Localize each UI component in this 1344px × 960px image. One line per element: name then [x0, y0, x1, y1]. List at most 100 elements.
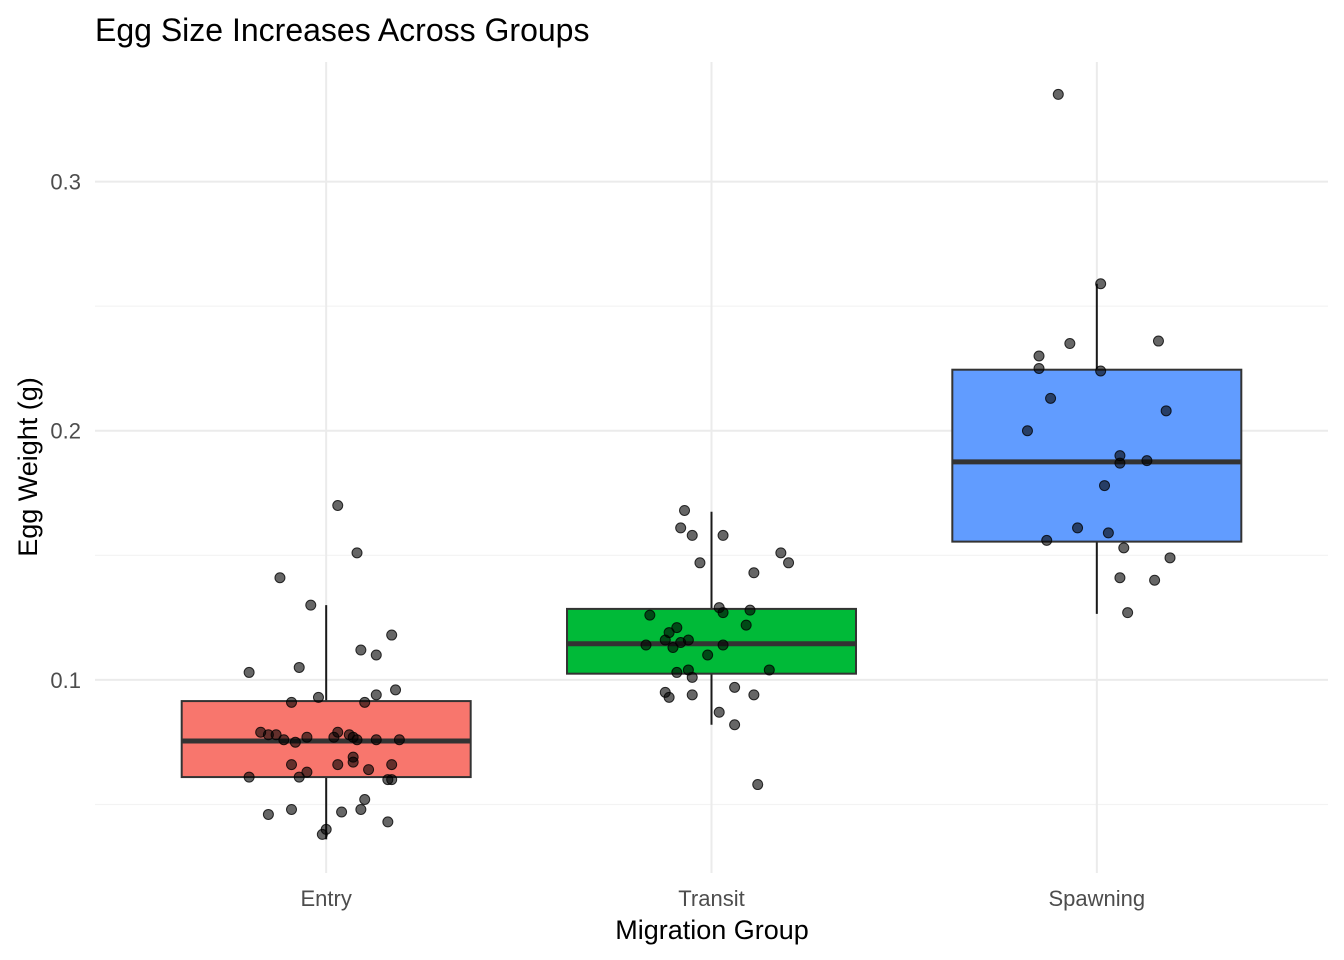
- data-point-transit: [783, 557, 795, 569]
- data-point-entry: [390, 684, 402, 696]
- data-point-transit: [702, 649, 714, 661]
- data-point-transit: [659, 634, 671, 646]
- data-point-spawning: [1102, 527, 1114, 539]
- jitter-points: [243, 88, 1176, 840]
- data-point-spawning: [1118, 542, 1130, 554]
- data-point-entry: [274, 572, 286, 584]
- data-point-transit: [748, 567, 760, 579]
- data-point-spawning: [1095, 365, 1107, 377]
- data-point-transit: [717, 639, 729, 651]
- data-point-transit: [775, 547, 787, 559]
- data-point-transit: [663, 691, 675, 703]
- data-point-entry: [286, 759, 298, 771]
- data-point-entry: [351, 734, 363, 746]
- data-point-spawning: [1095, 278, 1107, 290]
- data-point-spawning: [1033, 362, 1045, 374]
- data-point-entry: [293, 771, 305, 783]
- data-point-entry: [278, 734, 290, 746]
- x-tick-label-entry: Entry: [301, 886, 352, 911]
- data-point-spawning: [1099, 480, 1111, 492]
- x-tick-label-spawning: Spawning: [1048, 886, 1145, 911]
- data-point-transit: [644, 609, 656, 621]
- data-point-entry: [386, 759, 398, 771]
- data-point-entry: [351, 547, 363, 559]
- data-point-entry: [359, 696, 371, 708]
- data-point-entry: [293, 661, 305, 673]
- box-entry: [180, 605, 472, 840]
- data-point-entry: [355, 644, 367, 656]
- data-point-entry: [370, 734, 382, 746]
- iqr-box-spawning: [951, 368, 1243, 543]
- x-axis-ticks: Entry Transit Spawning: [301, 886, 1146, 911]
- y-tick-label: 0.3: [50, 170, 81, 195]
- data-point-entry: [270, 729, 282, 741]
- data-point-entry: [301, 766, 313, 778]
- data-point-transit: [717, 607, 729, 619]
- data-point-entry: [355, 803, 367, 815]
- data-point-entry: [301, 731, 313, 743]
- data-point-transit: [686, 671, 698, 683]
- data-point-spawning: [1152, 335, 1164, 347]
- data-point-spawning: [1033, 350, 1045, 362]
- data-point-entry: [359, 793, 371, 805]
- data-point-transit: [763, 664, 775, 676]
- data-point-transit: [740, 619, 752, 631]
- data-point-spawning: [1072, 522, 1084, 534]
- data-point-transit: [667, 642, 679, 654]
- data-point-spawning: [1052, 88, 1064, 100]
- data-point-entry: [347, 751, 359, 763]
- chart-title: Egg Size Increases Across Groups: [95, 12, 589, 48]
- data-point-entry: [320, 823, 332, 835]
- data-point-spawning: [1045, 392, 1057, 404]
- data-point-transit: [682, 634, 694, 646]
- data-point-entry: [336, 806, 348, 818]
- data-point-entry: [386, 774, 398, 786]
- data-point-spawning: [1160, 405, 1172, 417]
- data-point-transit: [717, 529, 729, 541]
- data-point-spawning: [1149, 574, 1161, 586]
- y-axis-ticks: 0.1 0.2 0.3: [50, 170, 81, 693]
- y-axis-title: Egg Weight (g): [13, 377, 43, 557]
- box-transit: [566, 511, 857, 725]
- data-point-entry: [262, 808, 274, 820]
- data-point-entry: [289, 736, 301, 748]
- data-point-transit: [679, 504, 691, 516]
- y-tick-label: 0.2: [50, 419, 81, 444]
- data-point-entry: [370, 689, 382, 701]
- data-point-spawning: [1021, 425, 1033, 437]
- data-point-transit: [686, 529, 698, 541]
- data-point-entry: [393, 734, 405, 746]
- data-point-transit: [671, 666, 683, 678]
- data-point-transit: [713, 706, 725, 718]
- x-axis-title: Migration Group: [615, 915, 809, 945]
- data-point-transit: [729, 681, 741, 693]
- data-point-transit: [748, 689, 760, 701]
- data-point-spawning: [1114, 457, 1126, 469]
- data-point-spawning: [1064, 338, 1076, 350]
- box-layer: [180, 283, 1243, 840]
- x-tick-label-transit: Transit: [678, 886, 744, 911]
- data-point-spawning: [1041, 534, 1053, 546]
- data-point-spawning: [1141, 455, 1153, 467]
- data-point-transit: [686, 689, 698, 701]
- data-point-entry: [332, 726, 344, 738]
- data-point-entry: [386, 629, 398, 641]
- data-point-transit: [675, 522, 687, 534]
- data-point-entry: [305, 599, 317, 611]
- data-point-entry: [243, 771, 255, 783]
- data-point-entry: [332, 499, 344, 511]
- data-point-entry: [332, 759, 344, 771]
- data-point-entry: [382, 816, 394, 828]
- data-point-transit: [729, 719, 741, 731]
- data-point-entry: [312, 691, 324, 703]
- data-point-entry: [286, 803, 298, 815]
- data-point-transit: [744, 604, 756, 616]
- box-spawning: [951, 283, 1243, 614]
- data-point-transit: [640, 639, 652, 651]
- data-point-entry: [243, 666, 255, 678]
- data-point-entry: [370, 649, 382, 661]
- y-tick-label: 0.1: [50, 668, 81, 693]
- data-point-spawning: [1164, 552, 1176, 564]
- data-point-spawning: [1122, 607, 1134, 619]
